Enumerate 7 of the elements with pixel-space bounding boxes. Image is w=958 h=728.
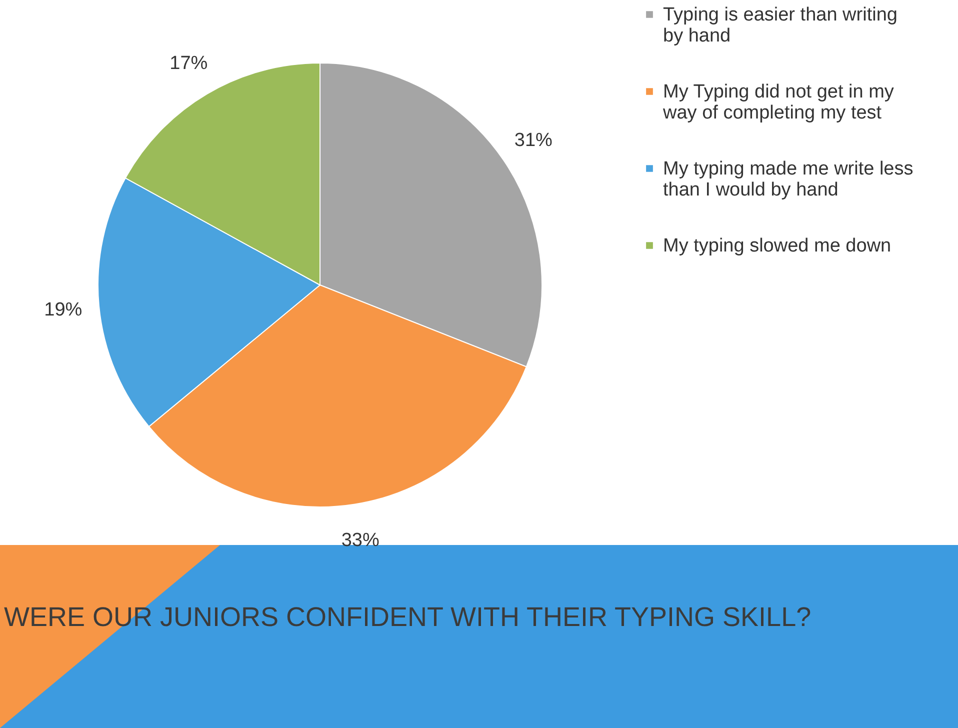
legend-label: Typing is easier than writing by hand [663,4,898,46]
legend-label: My Typing did not get in my way of completing my test [662,82,894,124]
data-label: 17% [170,52,208,74]
legend-label: My typing made me write less than I would by hand [663,158,914,200]
data-label: 31% [514,130,553,151]
legend-label: My typing slowed me down [663,236,892,256]
data-label: 19% [44,299,82,320]
